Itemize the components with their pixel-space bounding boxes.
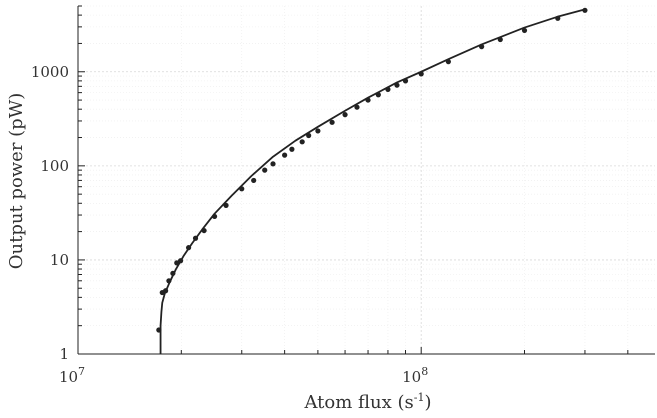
data-point bbox=[418, 71, 424, 77]
x-tick-label: 108 bbox=[402, 365, 428, 386]
data-point bbox=[306, 132, 312, 139]
data-point bbox=[211, 213, 218, 220]
data-point bbox=[354, 104, 360, 110]
data-point bbox=[375, 92, 381, 98]
data-point bbox=[192, 235, 199, 241]
data-point bbox=[394, 82, 400, 88]
data-point bbox=[282, 152, 288, 158]
data-point bbox=[201, 227, 207, 234]
data-point bbox=[479, 44, 485, 50]
data-point bbox=[497, 36, 503, 43]
y-tick-label: 1000 bbox=[31, 63, 69, 81]
data-point bbox=[174, 260, 180, 266]
axes bbox=[77, 5, 655, 355]
y-tick-label: 100 bbox=[40, 157, 69, 175]
y-axis-title: Output power (pW) bbox=[6, 93, 27, 269]
data-point bbox=[555, 15, 561, 21]
data-point bbox=[185, 245, 192, 251]
data-point bbox=[177, 258, 184, 264]
data-point bbox=[262, 167, 268, 173]
series-layer bbox=[156, 7, 588, 354]
data-point bbox=[156, 327, 162, 333]
data-point bbox=[329, 119, 335, 125]
data-point bbox=[385, 86, 391, 92]
x-tick-label: 107 bbox=[59, 365, 85, 386]
y-tick-label: 10 bbox=[50, 251, 69, 269]
data-point bbox=[402, 78, 409, 84]
data-point bbox=[251, 177, 257, 184]
data-point bbox=[289, 146, 295, 152]
data-point bbox=[270, 161, 276, 167]
y-tick-label: 1 bbox=[59, 345, 69, 363]
data-point bbox=[170, 270, 176, 276]
x-axis-title: Atom flux (s-1) bbox=[303, 391, 431, 413]
grid bbox=[77, 5, 655, 355]
data-point bbox=[365, 97, 371, 103]
series-line bbox=[159, 8, 586, 354]
data-point bbox=[166, 278, 172, 284]
data-point bbox=[239, 186, 245, 192]
tick-labels: 1 10 100 1000 107 108 bbox=[31, 63, 428, 386]
data-point bbox=[521, 27, 528, 34]
data-point bbox=[445, 59, 451, 65]
data-point bbox=[163, 288, 169, 294]
data-point bbox=[342, 112, 348, 118]
data-point bbox=[299, 139, 305, 145]
data-point bbox=[223, 202, 229, 208]
data-point bbox=[315, 128, 321, 134]
data-point bbox=[582, 7, 588, 13]
